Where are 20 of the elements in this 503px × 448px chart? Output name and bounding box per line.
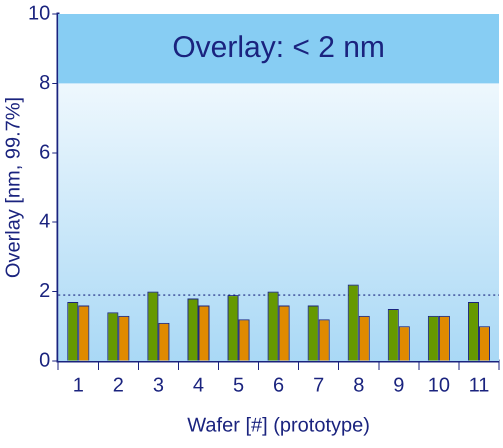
x-tick-label: 6	[273, 374, 284, 397]
x-tick-label: 9	[393, 374, 404, 397]
x-tick-label: 11	[468, 374, 490, 397]
x-tick-label: 5	[232, 374, 244, 397]
x-tick-label: 2	[112, 374, 124, 397]
y-tick-label: 6	[39, 141, 50, 164]
x-tick-label: 10	[428, 374, 450, 397]
x-tick-label: 3	[152, 374, 164, 397]
y-tick-label: 10	[28, 2, 50, 25]
x-axis-title: Wafer [#] (prototype)	[187, 414, 370, 437]
x-tick-label: 1	[72, 374, 84, 397]
x-tick-label: 8	[353, 374, 364, 397]
x-tick-label: 4	[192, 374, 204, 397]
y-tick-label: 2	[39, 280, 50, 302]
y-tick-label: 4	[39, 210, 50, 233]
y-axis-title: Overlay [nm, 99.7%]	[2, 96, 25, 278]
y-tick-label: 0	[39, 350, 50, 372]
x-tick-label: 7	[313, 374, 324, 397]
y-tick-label: 8	[39, 72, 50, 94]
band-label: Overlay: < 2 nm	[172, 30, 385, 64]
